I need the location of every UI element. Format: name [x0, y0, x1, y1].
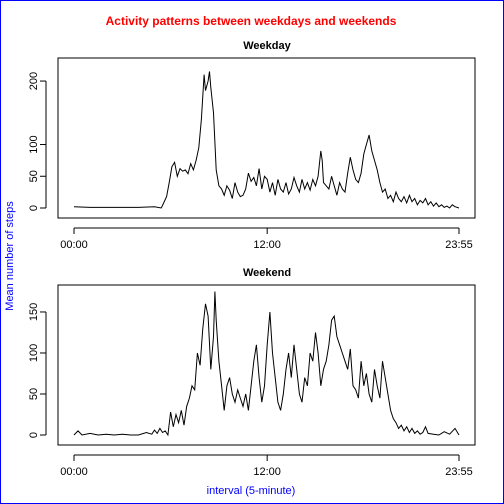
series-line: [73, 71, 460, 209]
figure-title: Activity patterns between weekdays and w…: [106, 14, 397, 28]
x-tick-label: 12:00: [253, 466, 281, 478]
panel-title-weekend: Weekend: [243, 267, 291, 279]
x-tick-label: 00:00: [60, 239, 88, 251]
y-tick-label: 100: [28, 135, 40, 153]
y-tick-label: 50: [28, 170, 40, 182]
weekday-panel: Weekday 0 50 100 200 00:00 12:00 23:55: [28, 40, 476, 251]
panel-title-weekday: Weekday: [243, 40, 291, 52]
x-tick-label: 12:00: [253, 239, 281, 251]
x-axis-label: interval (5-minute): [207, 485, 296, 497]
series-line: [73, 291, 460, 437]
y-tick-label: 0: [28, 205, 40, 211]
y-tick-label: 150: [28, 303, 40, 321]
plot-box: [57, 57, 476, 219]
y-tick-label: 0: [28, 432, 40, 438]
x-tick-label: 00:00: [60, 466, 88, 478]
weekend-panel: Weekend 0 50 100 150 00:00 12:00 23:55: [28, 267, 476, 478]
x-tick-label: 23:55: [445, 466, 473, 478]
y-tick-label: 200: [28, 72, 40, 90]
y-tick-label: 100: [28, 344, 40, 362]
y-axis-label: Mean number of steps: [4, 201, 16, 311]
plot-box: [57, 284, 476, 446]
x-tick-label: 23:55: [445, 239, 473, 251]
y-tick-label: 50: [28, 388, 40, 400]
